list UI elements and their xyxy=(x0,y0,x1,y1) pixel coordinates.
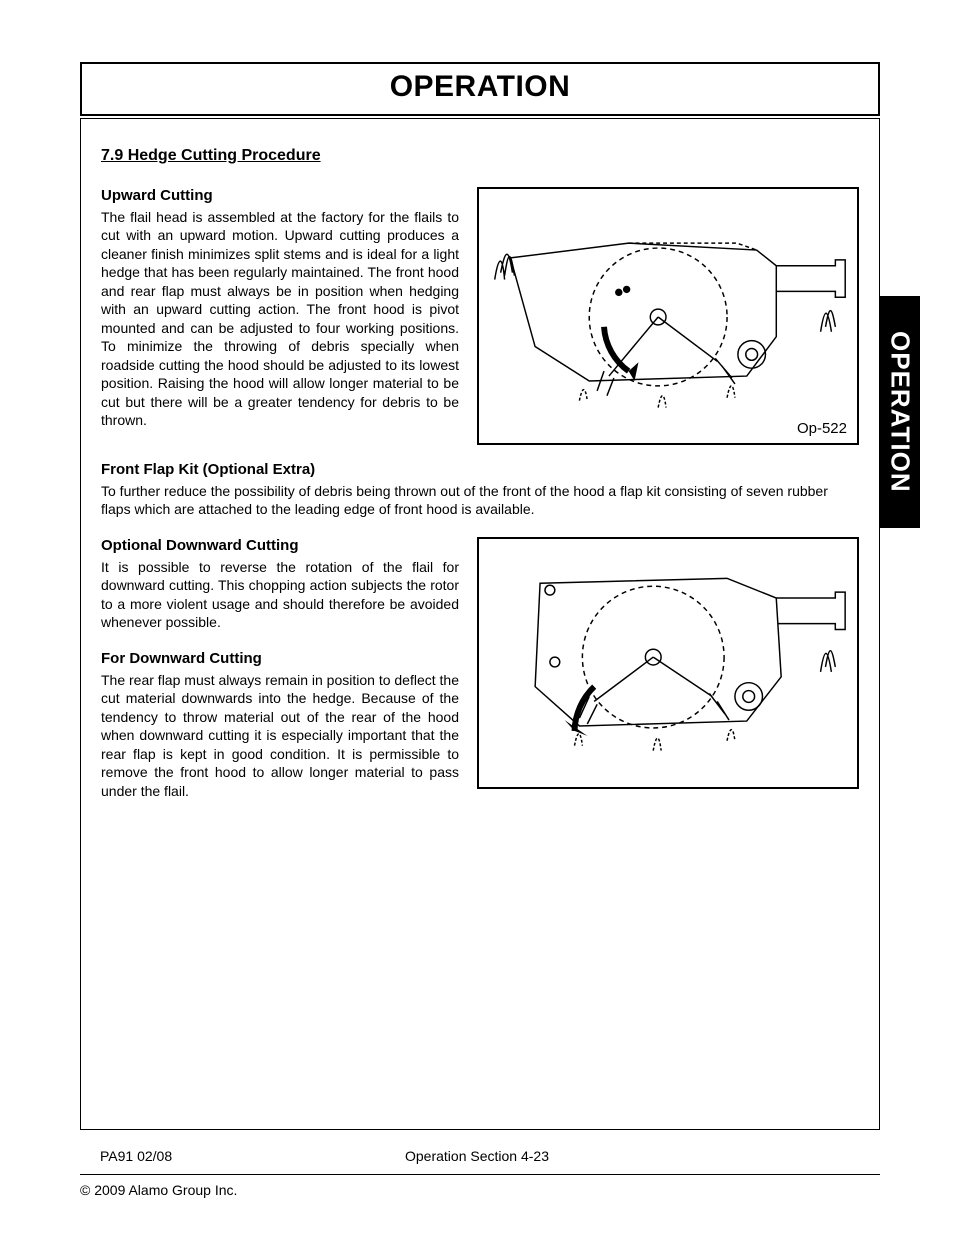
optional-downward-body: It is possible to reverse the rotation o… xyxy=(101,558,459,632)
content-frame: 7.9 Hedge Cutting Procedure Upward Cutti… xyxy=(80,118,880,1130)
page-title: OPERATION xyxy=(82,70,878,104)
front-flap-body: To further reduce the possibility of deb… xyxy=(101,482,859,519)
upward-cutting-diagram-icon xyxy=(479,189,857,443)
upward-cutting-body: The flail head is assembled at the facto… xyxy=(101,208,459,430)
footer-left: PA91 02/08 xyxy=(100,1148,172,1164)
figure-upward-cutting: Op-522 xyxy=(477,187,859,445)
front-flap-heading: Front Flap Kit (Optional Extra) xyxy=(101,461,859,478)
optional-downward-heading: Optional Downward Cutting xyxy=(101,537,459,554)
side-tab-label: OPERATION xyxy=(885,331,916,493)
upward-cutting-column: Upward Cutting The flail head is assembl… xyxy=(101,187,459,430)
footer-rule xyxy=(80,1174,880,1175)
upward-cutting-row: Upward Cutting The flail head is assembl… xyxy=(101,187,859,445)
page-header-box: OPERATION xyxy=(80,62,880,116)
figure-upward-label: Op-522 xyxy=(797,420,847,437)
footer-copyright: © 2009 Alamo Group Inc. xyxy=(80,1182,237,1198)
figure-downward-cutting xyxy=(477,537,859,789)
front-flap-block: Front Flap Kit (Optional Extra) To furth… xyxy=(101,461,859,519)
for-downward-heading: For Downward Cutting xyxy=(101,650,459,667)
for-downward-body: The rear flap must always remain in posi… xyxy=(101,671,459,800)
upward-cutting-heading: Upward Cutting xyxy=(101,187,459,204)
downward-row: Optional Downward Cutting It is possible… xyxy=(101,537,859,800)
side-tab: OPERATION xyxy=(880,296,920,528)
downward-cutting-diagram-icon xyxy=(479,539,857,787)
section-heading: 7.9 Hedge Cutting Procedure xyxy=(101,147,859,165)
downward-text-column: Optional Downward Cutting It is possible… xyxy=(101,537,459,800)
